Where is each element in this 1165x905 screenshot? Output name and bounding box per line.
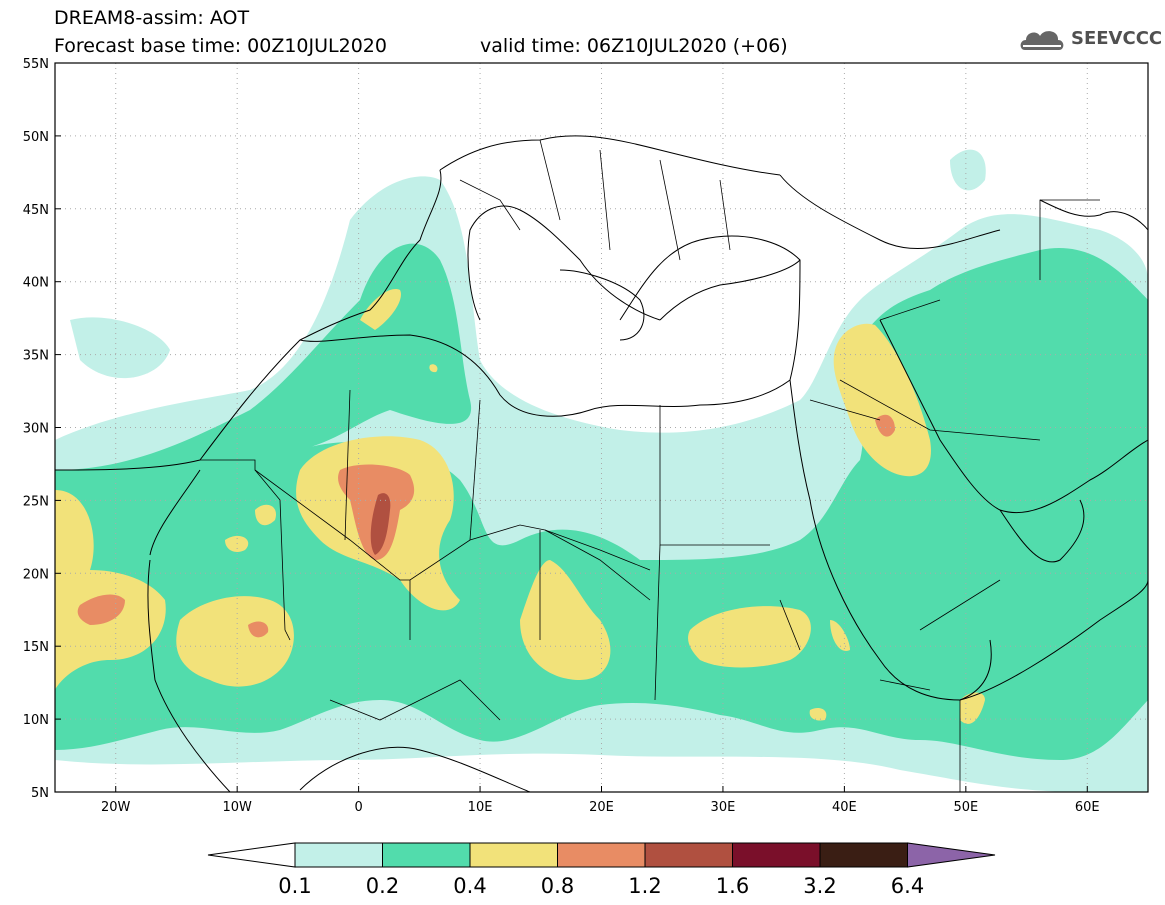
lon-label: 10E <box>468 800 493 815</box>
lat-label: 15N <box>23 640 49 655</box>
latitude-labels: 5N 10N 15N 20N 25N 30N 35N 40N 45N 50N 55N <box>23 57 49 801</box>
lon-label: 0 <box>354 800 362 815</box>
axis-ticks <box>55 62 1088 793</box>
valid-time: valid time: 06Z10JUL2020 (+06) <box>480 35 788 57</box>
lat-label: 40N <box>23 276 49 291</box>
logo-text: SEEVCCC <box>1071 28 1163 49</box>
lat-label: 25N <box>23 494 49 509</box>
lon-label: 20W <box>101 800 131 815</box>
graticule <box>55 63 1148 792</box>
forecast-base-time: Forecast base time: 00Z10JUL2020 <box>54 35 387 57</box>
lon-label: 30E <box>711 800 736 815</box>
lat-label: 45N <box>23 203 49 218</box>
lon-label: 10W <box>222 800 252 815</box>
lat-label: 5N <box>31 786 49 801</box>
lat-label: 50N <box>23 130 49 145</box>
aot-band-1.2 <box>370 493 391 555</box>
cloud-icon <box>1020 31 1064 50</box>
seevccc-logo: SEEVCCC <box>1017 22 1162 58</box>
lat-label: 20N <box>23 567 49 582</box>
lon-label: 60E <box>1075 800 1100 815</box>
coastlines <box>55 135 1148 792</box>
lon-label: 40E <box>832 800 857 815</box>
longitude-labels: 20W 10W 0 10E 20E 30E 40E 50E 60E <box>101 800 1100 815</box>
lat-label: 55N <box>23 57 49 72</box>
lat-label: 35N <box>23 349 49 364</box>
lat-label: 30N <box>23 422 49 437</box>
borders <box>200 139 1100 792</box>
lon-label: 50E <box>953 800 978 815</box>
chart-title: DREAM8-assim: AOT <box>54 7 250 29</box>
lat-label: 10N <box>23 713 49 728</box>
lon-label: 20E <box>589 800 614 815</box>
